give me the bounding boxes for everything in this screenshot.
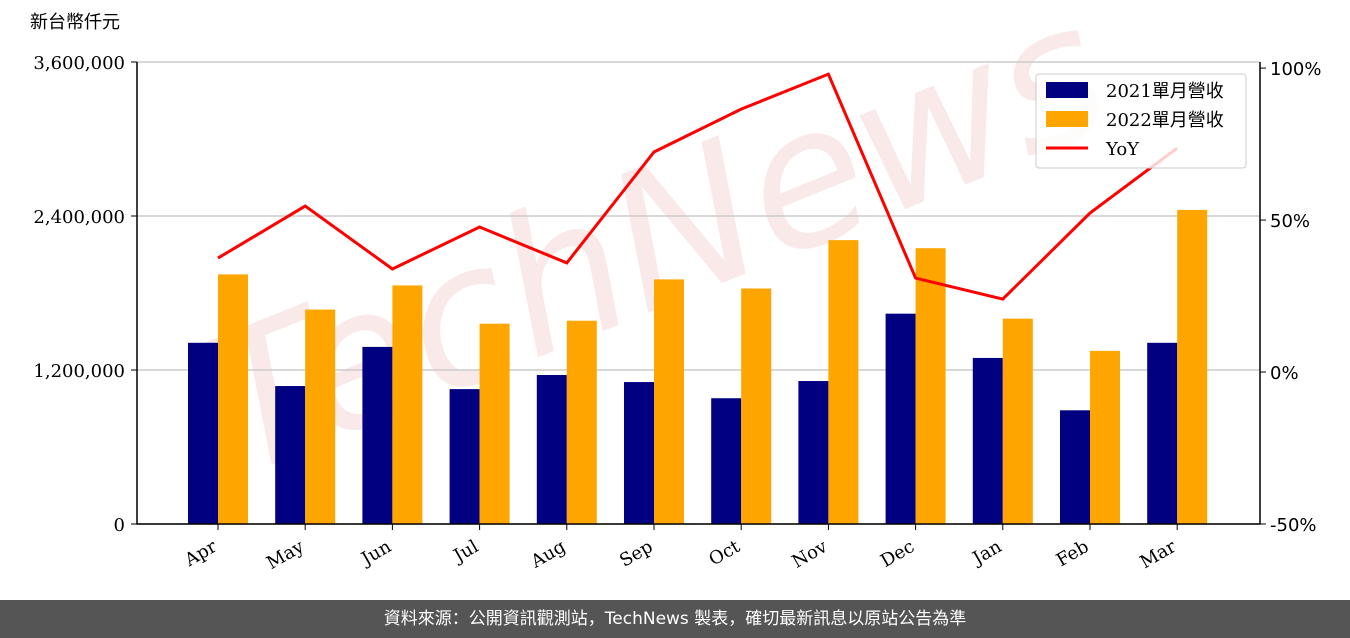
y2-tick-label: -50% — [1270, 515, 1317, 536]
y-tick-label: 2,400,000 — [33, 207, 125, 228]
legend-label: 2022單月營收 — [1106, 110, 1224, 131]
x-tick-label: Oct — [705, 536, 744, 571]
bar — [392, 285, 423, 524]
legend: 2021單月營收 2022單月營收 YoY — [1035, 73, 1247, 169]
bar — [624, 382, 654, 524]
bar — [885, 313, 916, 524]
bar — [798, 381, 829, 524]
chart: 新台幣仟元 TechNews01,200,0002,400,0003,600,0… — [30, 0, 1321, 574]
legend-label: 2021單月營收 — [1106, 81, 1224, 102]
x-tick-label: Jul — [449, 536, 483, 568]
bar — [828, 240, 859, 525]
bar — [741, 288, 772, 524]
y2-tick-label: 50% — [1270, 211, 1310, 232]
bar — [275, 386, 306, 524]
bar — [449, 389, 480, 524]
x-tick-label: Apr — [180, 536, 220, 571]
bar — [1177, 209, 1208, 525]
bar — [1060, 410, 1090, 524]
x-tick-label: Mar — [1136, 536, 1180, 573]
bar — [1002, 318, 1033, 524]
x-tick-label: Feb — [1053, 536, 1093, 571]
bar — [915, 248, 946, 524]
legend-swatch — [1046, 111, 1088, 127]
x-tick-label: Dec — [877, 536, 918, 572]
bar — [536, 375, 567, 524]
bar — [188, 342, 218, 524]
footer: 資料來源：公開資訊觀測站，TechNews 製表，確切最新訊息以原站公告為準 — [0, 600, 1350, 638]
x-tick-label: Jun — [356, 536, 395, 571]
x-tick-label: Nov — [789, 536, 832, 573]
bar — [218, 274, 248, 524]
bar — [654, 279, 684, 524]
x-tick-label: Sep — [616, 536, 656, 571]
bar — [566, 320, 597, 524]
legend-box — [1035, 73, 1247, 169]
y2-tick-label: 100% — [1270, 59, 1321, 80]
y-tick-label: 1,200,000 — [33, 361, 125, 382]
legend-label: YoY — [1105, 139, 1140, 160]
x-tick-label: Aug — [527, 536, 570, 573]
legend-swatch — [1046, 82, 1088, 98]
y2-tick-label: 0% — [1270, 363, 1299, 384]
bar — [1147, 342, 1178, 524]
yoy-line — [217, 72, 1179, 301]
bar — [1090, 350, 1120, 524]
y-tick-label: 0 — [114, 515, 125, 536]
x-tick-label: May — [263, 536, 308, 574]
x-tick-label: Jan — [967, 536, 1005, 570]
y-tick-label: 3,600,000 — [33, 53, 125, 74]
bar — [711, 398, 742, 524]
axes-frame — [136, 62, 1261, 525]
bar — [972, 357, 1003, 524]
y-axis-title: 新台幣仟元 — [30, 12, 120, 33]
bar — [362, 346, 393, 524]
bar — [305, 309, 336, 524]
bar — [479, 323, 510, 524]
